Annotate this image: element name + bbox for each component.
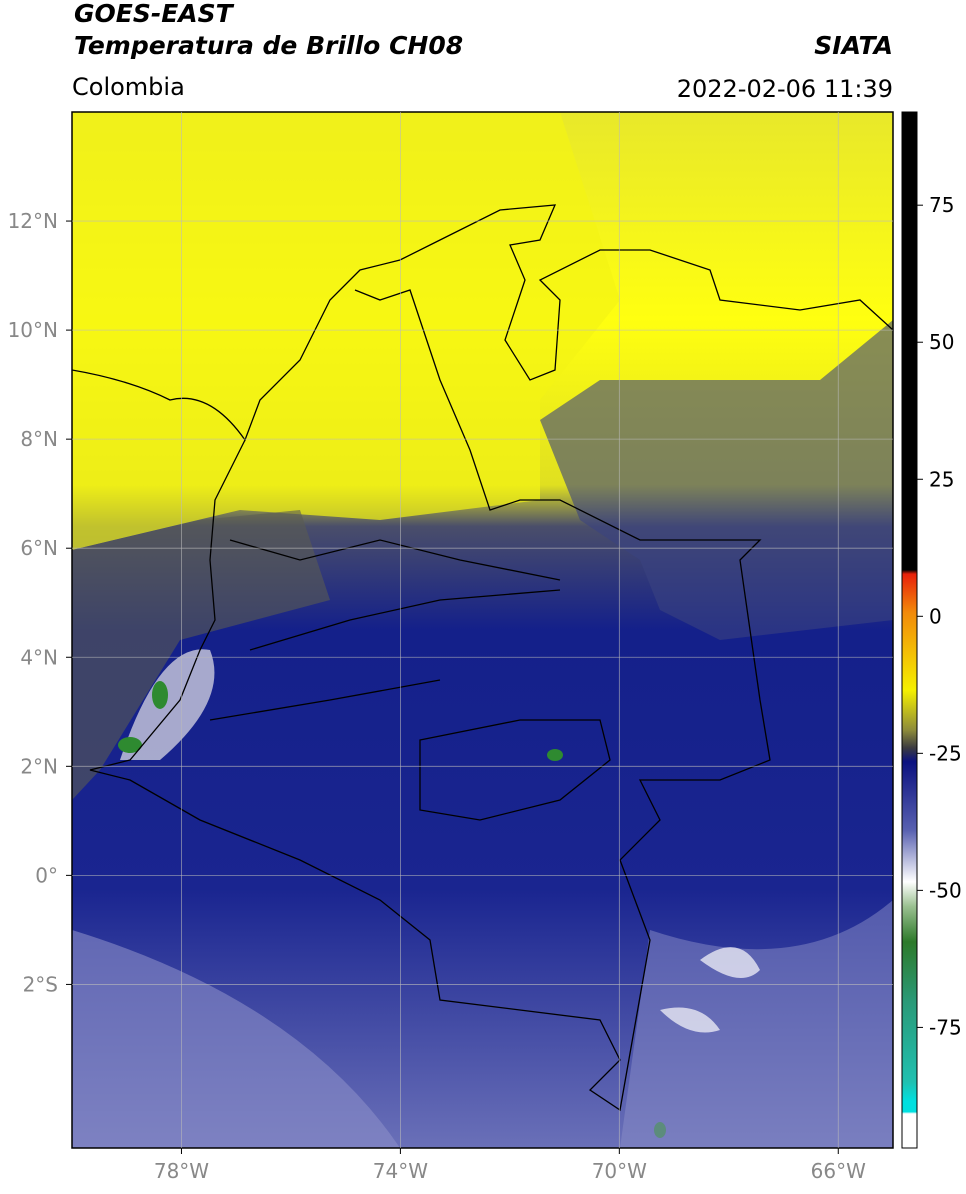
y-tick-label: 6°N	[20, 536, 58, 560]
y-tick-label: 2°S	[23, 972, 58, 996]
datetime: 2022-02-06 11:39	[677, 75, 893, 103]
x-tick-label: 78°W	[154, 1159, 209, 1183]
colorbar-label: -50	[929, 878, 962, 902]
satellite: GOES-EAST	[74, 0, 235, 28]
y-tick-label: 4°N	[20, 645, 58, 669]
x-tick-label: 74°W	[373, 1159, 428, 1183]
y-tick-label: 0°	[35, 863, 58, 887]
colorbar-label: 50	[929, 330, 954, 354]
y-tick-label: 8°N	[20, 427, 58, 451]
product: Temperatura de Brillo CH08	[74, 31, 463, 60]
colorbar-label: -25	[929, 741, 962, 765]
x-tick-label: 66°W	[811, 1159, 866, 1183]
region: Colombia	[72, 73, 185, 101]
colorbar-label: 0	[929, 604, 942, 628]
y-tick-label: 12°N	[8, 209, 58, 233]
map-frame	[71, 111, 894, 1149]
y-tick-label: 2°N	[20, 754, 58, 778]
colorbar-label: 75	[929, 193, 954, 217]
source: SIATA	[814, 31, 893, 60]
colorbar-label: 25	[929, 467, 954, 491]
y-tick-label: 10°N	[8, 318, 58, 342]
satellite-image	[72, 112, 893, 1148]
colorbar-label: -75	[929, 1015, 962, 1039]
x-tick-label: 70°W	[592, 1159, 647, 1183]
colorbar	[901, 111, 918, 1149]
